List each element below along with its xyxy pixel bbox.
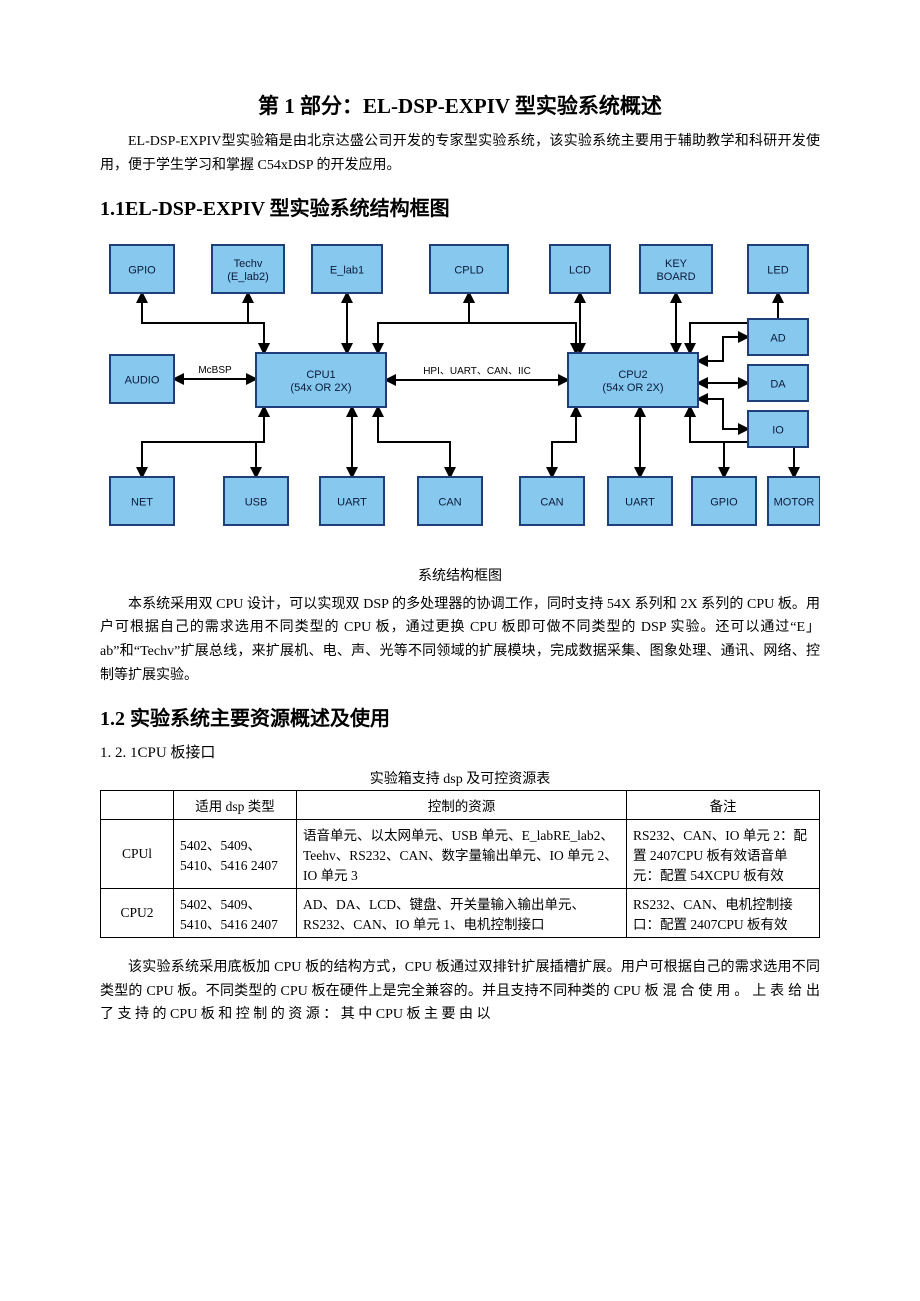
diagram-node-label: GPIO bbox=[128, 264, 156, 276]
diagram-edge-label: McBSP bbox=[198, 365, 232, 376]
system-structure-diagram: McBSPHPI、UART、CAN、IICGPIOTechv(E_lab2)E_… bbox=[100, 235, 820, 555]
heading-1-2-1: 1. 2. 1CPU 板接口 bbox=[100, 741, 820, 762]
cell-cpu: CPUl bbox=[101, 819, 174, 888]
diagram-node-label: IO bbox=[772, 424, 784, 436]
diagram-node-label: CPLD bbox=[454, 264, 483, 276]
col-header-empty bbox=[101, 790, 174, 819]
table-caption: 实验箱支持 dsp 及可控资源表 bbox=[100, 768, 820, 788]
diagram-node-label: MOTOR bbox=[774, 496, 815, 508]
diagram-edge bbox=[142, 293, 264, 353]
diagram-node-label: USB bbox=[245, 496, 268, 508]
paragraph-after-diagram: 本系统采用双 CPU 设计，可以实现双 DSP 的多处理器的协调工作，同时支持 … bbox=[100, 593, 820, 688]
cell-dsp: 5402、5409、5410、5416 2407 bbox=[174, 819, 297, 888]
col-header-dsp: 适用 dsp 类型 bbox=[174, 790, 297, 819]
diagram-edge bbox=[698, 337, 748, 361]
diagram-node-label: NET bbox=[131, 496, 153, 508]
diagram-node-label: CAN bbox=[540, 496, 563, 508]
diagram-caption: 系统结构框图 bbox=[100, 565, 820, 585]
diagram-node-label: GPIO bbox=[710, 496, 738, 508]
diagram-edge bbox=[142, 407, 264, 477]
diagram-edge bbox=[256, 407, 264, 477]
cell-resource: AD、DA、LCD、键盘、开关量输入输出单元、RS232、CAN、IO 单元 1… bbox=[297, 888, 627, 937]
diagram-edge bbox=[378, 293, 469, 353]
diagram-edge bbox=[552, 407, 576, 477]
diagram-node-label: UART bbox=[337, 496, 367, 508]
diagram-edge-label: HPI、UART、CAN、IIC bbox=[423, 366, 531, 377]
page-title: 第 1 部分：EL-DSP-EXPIV 型实验系统概述 bbox=[100, 90, 820, 120]
diagram-edge bbox=[698, 399, 748, 429]
cell-note: RS232、CAN、IO 单元 2：配置 2407CPU 板有效语音单元：配置 … bbox=[627, 819, 820, 888]
heading-1-2: 1.2 实验系统主要资源概述及使用 bbox=[100, 702, 820, 731]
diagram-node-label: DA bbox=[770, 378, 786, 390]
diagram-node-label: LCD bbox=[569, 264, 591, 276]
cell-dsp: 5402、5409、5410、5416 2407 bbox=[174, 888, 297, 937]
col-header-note: 备注 bbox=[627, 790, 820, 819]
intro-paragraph: EL-DSP-EXPIV型实验箱是由北京达盛公司开发的专家型实验系统，该实验系统… bbox=[100, 130, 820, 178]
diagram-node-label: E_lab1 bbox=[330, 264, 364, 276]
diagram-node-label: LED bbox=[767, 264, 788, 276]
diagram-node-label: UART bbox=[625, 496, 655, 508]
cell-cpu: CPU2 bbox=[101, 888, 174, 937]
document-page: 第 1 部分：EL-DSP-EXPIV 型实验系统概述 EL-DSP-EXPIV… bbox=[0, 0, 920, 1093]
diagram-node-label: AUDIO bbox=[125, 374, 160, 386]
table-header-row: 适用 dsp 类型 控制的资源 备注 bbox=[101, 790, 820, 819]
heading-1-1: 1.1EL-DSP-EXPIV 型实验系统结构框图 bbox=[100, 192, 820, 221]
diagram-edge bbox=[469, 293, 576, 353]
diagram-node-label: AD bbox=[770, 332, 785, 344]
cell-note: RS232、CAN、电机控制接口：配置 2407CPU 板有效 bbox=[627, 888, 820, 937]
diagram-node-label: CAN bbox=[438, 496, 461, 508]
resource-table: 适用 dsp 类型 控制的资源 备注 CPUl5402、5409、5410、54… bbox=[100, 790, 820, 938]
diagram-edge bbox=[248, 293, 264, 353]
diagram-edge bbox=[378, 407, 450, 477]
cell-resource: 语音单元、以太网单元、USB 单元、E_labRE_lab2、Teehv、RS2… bbox=[297, 819, 627, 888]
col-header-res: 控制的资源 bbox=[297, 790, 627, 819]
table-row: CPUl5402、5409、5410、5416 2407语音单元、以太网单元、U… bbox=[101, 819, 820, 888]
table-row: CPU25402、5409、5410、5416 2407AD、DA、LCD、键盘… bbox=[101, 888, 820, 937]
paragraph-after-table: 该实验系统采用底板加 CPU 板的结构方式，CPU 板通过双排针扩展插槽扩展。用… bbox=[100, 956, 820, 1027]
block-diagram-svg: McBSPHPI、UART、CAN、IICGPIOTechv(E_lab2)E_… bbox=[100, 235, 820, 555]
